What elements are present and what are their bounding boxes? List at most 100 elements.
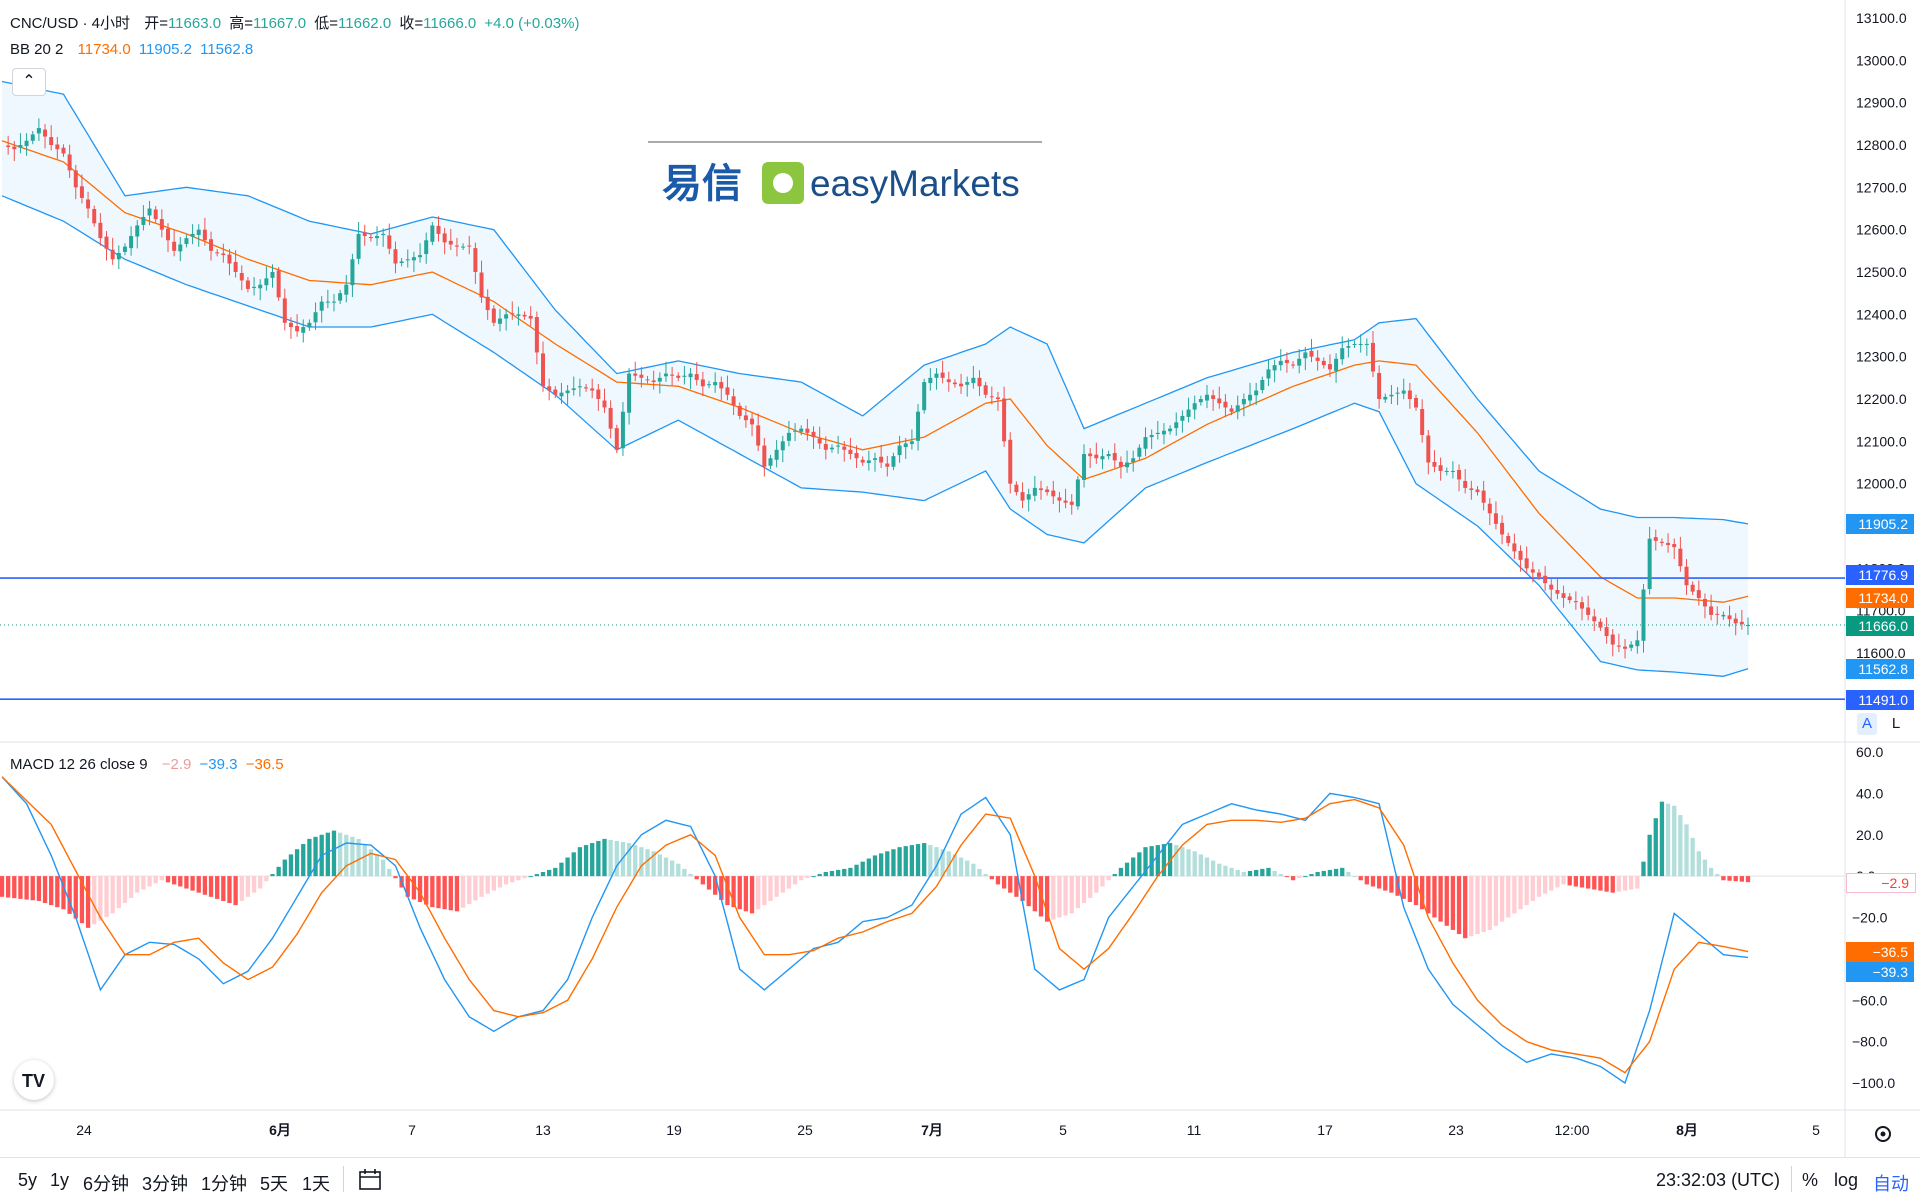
calendar-icon[interactable] bbox=[358, 1168, 382, 1190]
macd-histogram-bar bbox=[1241, 871, 1247, 877]
range-1d-button[interactable]: 1天 bbox=[302, 1174, 331, 1194]
macd-legend[interactable]: MACD 12 26 close 9 −2.9 −39.3 −36.5 bbox=[10, 756, 288, 773]
macd-histogram-bar bbox=[971, 863, 976, 877]
candle-body bbox=[1327, 364, 1332, 370]
macd-histogram-bar bbox=[436, 876, 441, 909]
candle-body bbox=[1118, 461, 1123, 467]
candle-body bbox=[209, 239, 214, 251]
candle-body bbox=[1032, 487, 1037, 496]
candle-body bbox=[848, 449, 853, 455]
candle-body bbox=[676, 375, 681, 378]
candle-body bbox=[1112, 453, 1117, 461]
candle-body bbox=[43, 129, 48, 137]
macd-histogram-bar bbox=[337, 832, 343, 877]
macd-histogram-bar bbox=[1124, 862, 1130, 877]
gear-icon[interactable] bbox=[1872, 1123, 1894, 1145]
log-scale-l-button[interactable]: L bbox=[1891, 715, 1901, 732]
high-value: 11667.0 bbox=[253, 15, 307, 32]
auto-scale-button[interactable]: 自动 bbox=[1873, 1174, 1909, 1194]
macd-histogram-bar bbox=[1672, 805, 1677, 877]
macd-histogram-bar bbox=[1622, 876, 1628, 891]
time-tick-label: 19 bbox=[666, 1122, 682, 1138]
macd-histogram-bar bbox=[792, 876, 798, 885]
candle-body bbox=[122, 246, 127, 252]
macd-histogram-bar bbox=[1198, 854, 1203, 877]
candle-body bbox=[946, 379, 951, 383]
percent-scale-button[interactable]: % bbox=[1802, 1170, 1819, 1190]
macd-histogram-bar bbox=[1149, 846, 1154, 877]
utc-clock[interactable]: 23:32:03 (UTC) bbox=[1656, 1170, 1781, 1190]
price-tick-label: 12900.0 bbox=[1856, 95, 1907, 111]
candle-body bbox=[18, 145, 23, 148]
range-6min-button[interactable]: 6分钟 bbox=[83, 1174, 130, 1194]
log-scale-button[interactable]: log bbox=[1834, 1170, 1859, 1190]
macd-histogram-bar bbox=[381, 859, 386, 877]
macd-histogram-bar bbox=[503, 876, 509, 885]
macd-histogram-bar bbox=[184, 876, 189, 889]
macd-histogram-bar bbox=[1266, 867, 1271, 877]
macd-histogram-bar bbox=[153, 876, 158, 884]
macd-histogram-bar bbox=[1493, 876, 1499, 926]
tradingview-logo-icon[interactable]: TV bbox=[14, 1060, 54, 1100]
macd-histogram-bar bbox=[1352, 876, 1357, 878]
low-label: 低= bbox=[314, 15, 339, 32]
candle-body bbox=[1217, 398, 1222, 404]
candle-body bbox=[1702, 598, 1707, 607]
candle-body bbox=[67, 154, 72, 171]
candle-body bbox=[553, 389, 558, 395]
candle-body bbox=[1530, 569, 1535, 573]
candle-body bbox=[1100, 456, 1105, 460]
macd-histogram-bar bbox=[1044, 876, 1050, 922]
macd-hist-value: −2.9 bbox=[161, 756, 192, 773]
macd-histogram-bar bbox=[1499, 876, 1505, 922]
candle-body bbox=[405, 259, 410, 261]
range-5y-button[interactable]: 5y bbox=[18, 1170, 38, 1190]
candle-body bbox=[522, 314, 527, 317]
macd-histogram-bar bbox=[1420, 876, 1425, 910]
candle-body bbox=[866, 460, 871, 464]
candle-body bbox=[479, 272, 484, 298]
candle-body bbox=[897, 445, 902, 456]
time-tick-label: 7月 bbox=[921, 1122, 943, 1138]
candle-body bbox=[1573, 601, 1578, 603]
symbol-title[interactable]: CNC/USD · 4小时 bbox=[10, 15, 131, 32]
bb-basis-line bbox=[1, 140, 1749, 603]
macd-histogram-bar bbox=[571, 852, 576, 877]
range-3min-button[interactable]: 3分钟 bbox=[142, 1174, 189, 1194]
candle-body bbox=[233, 262, 238, 272]
range-1min-button[interactable]: 1分钟 bbox=[201, 1174, 248, 1194]
macd-histogram-bar bbox=[1635, 876, 1640, 889]
range-1y-button[interactable]: 1y bbox=[50, 1170, 70, 1190]
bb-basis-value: 11734.0 bbox=[77, 41, 131, 58]
candle-body bbox=[1481, 490, 1486, 503]
macd-histogram-bar bbox=[1327, 869, 1333, 877]
candle-body bbox=[534, 317, 539, 353]
macd-histogram-bar bbox=[1684, 824, 1689, 877]
macd-histogram-bar bbox=[1210, 860, 1216, 877]
candle-body bbox=[135, 225, 140, 237]
bb-legend[interactable]: BB 20 2 11734.0 11905.2 11562.8 bbox=[10, 41, 257, 58]
candle-body bbox=[860, 459, 865, 463]
candle-body bbox=[1094, 454, 1099, 459]
candle-body bbox=[793, 430, 798, 432]
candle-body bbox=[307, 322, 312, 328]
candle-body bbox=[1180, 415, 1185, 421]
macd-histogram-bar bbox=[491, 876, 496, 891]
price-tick-label: 12300.0 bbox=[1856, 349, 1907, 365]
candle-body bbox=[1106, 454, 1111, 457]
candle-body bbox=[338, 293, 343, 301]
range-5d-button[interactable]: 5天 bbox=[260, 1174, 289, 1194]
candle-body bbox=[1278, 360, 1283, 366]
candle-body bbox=[614, 428, 619, 450]
collapse-legend-button[interactable]: ⌃ bbox=[12, 68, 46, 96]
candle-body bbox=[1709, 606, 1714, 615]
candle-body bbox=[215, 252, 220, 254]
candle-body bbox=[1641, 589, 1646, 641]
macd-histogram-bar bbox=[0, 876, 5, 897]
macd-tick-label: 40.0 bbox=[1856, 785, 1883, 801]
auto-scale-a-button[interactable]: A bbox=[1857, 713, 1877, 735]
macd-histogram-bar bbox=[1481, 876, 1486, 932]
macd-histogram-bar bbox=[1401, 876, 1406, 899]
macd-histogram-bar bbox=[67, 876, 72, 914]
